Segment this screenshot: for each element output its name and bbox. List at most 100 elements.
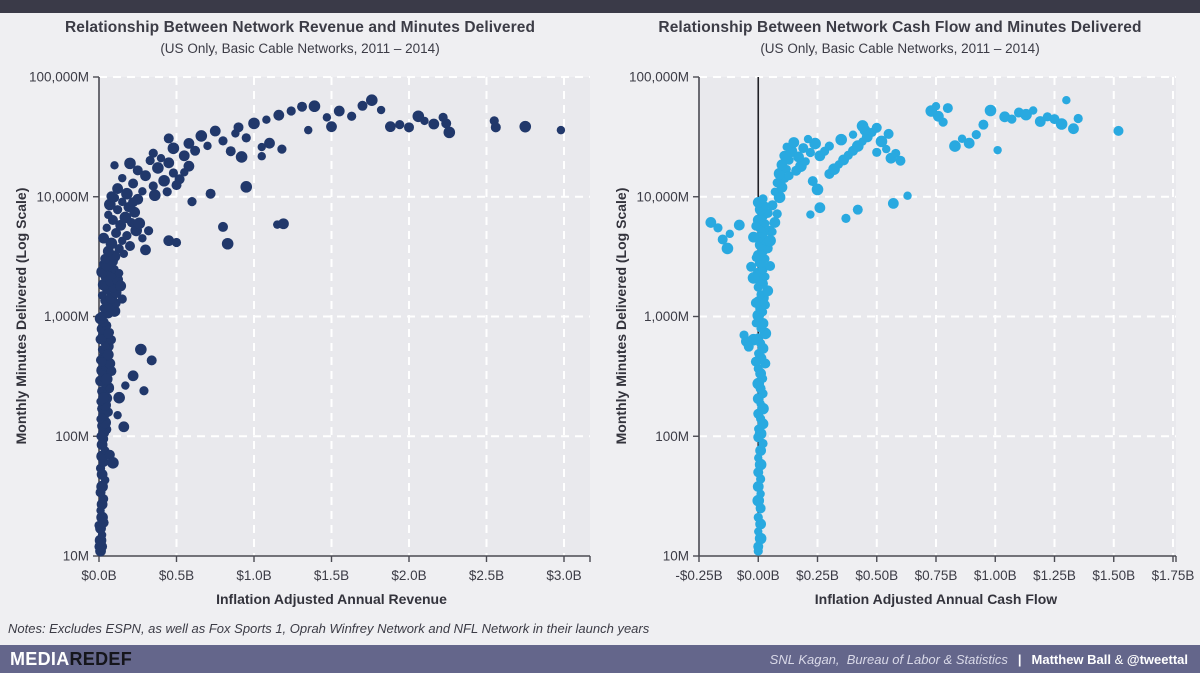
data-point	[168, 168, 178, 178]
data-point	[807, 176, 818, 187]
data-point	[225, 146, 236, 157]
data-point	[770, 187, 780, 196]
data-point	[103, 328, 114, 339]
data-point	[750, 297, 761, 308]
data-point	[158, 174, 170, 187]
data-point	[113, 391, 125, 404]
mediaredef-logo: MEDIAREDEF	[10, 650, 132, 668]
data-point	[333, 105, 345, 117]
scatter-plots-svg: 10M 100M 1,000M 10,000M 100,000M $0.0B $0.5B $1…	[29, 70, 1194, 584]
data-point	[768, 227, 777, 236]
data-point	[139, 386, 149, 396]
data-point	[772, 209, 782, 219]
data-point	[420, 116, 429, 126]
data-point	[758, 194, 768, 204]
data-point	[891, 148, 901, 159]
data-point	[798, 143, 809, 154]
data-point	[848, 130, 858, 139]
logo-media: MEDIA	[10, 649, 70, 669]
data-point	[119, 211, 132, 224]
data-point	[809, 137, 821, 150]
data-point	[122, 230, 132, 241]
data-point	[931, 102, 941, 111]
data-point	[148, 181, 158, 191]
data-point	[121, 187, 133, 200]
data-point	[105, 384, 115, 393]
data-point	[747, 272, 760, 284]
data-point	[240, 181, 253, 193]
data-point	[949, 140, 961, 152]
data-point	[971, 130, 981, 140]
data-point	[297, 101, 308, 112]
data-point	[978, 119, 989, 130]
y-tick-label: 1,000M	[644, 309, 689, 324]
y-tick-label: 10M	[663, 549, 689, 564]
attribution-handle: @tweettal	[1126, 651, 1188, 667]
data-point	[121, 381, 130, 390]
data-point	[104, 358, 116, 369]
y-tick-label: 10,000M	[636, 189, 689, 204]
data-point	[117, 294, 127, 304]
data-point	[221, 237, 234, 250]
data-point	[519, 120, 532, 133]
data-point	[357, 100, 368, 111]
data-point	[106, 366, 117, 377]
data-point	[1073, 113, 1083, 124]
data-point	[101, 342, 110, 351]
data-point	[767, 200, 778, 211]
data-point	[385, 121, 396, 133]
y-tick-label: 10,000M	[36, 189, 89, 204]
y-tick-label: 100M	[655, 429, 689, 444]
data-point	[111, 228, 122, 239]
data-point	[856, 120, 869, 132]
data-point	[163, 157, 175, 169]
x-tick-label: $0.0B	[81, 568, 116, 583]
data-point	[135, 343, 147, 356]
data-point	[490, 122, 501, 133]
data-point	[140, 170, 151, 182]
data-point	[705, 217, 717, 228]
data-point	[1020, 108, 1032, 121]
data-point	[376, 105, 386, 115]
data-point	[753, 512, 763, 523]
data-point	[100, 373, 113, 385]
data-point	[895, 155, 906, 166]
data-point	[764, 234, 776, 247]
data-point	[882, 144, 891, 154]
data-point	[104, 210, 113, 220]
data-point	[751, 253, 761, 262]
data-point	[814, 202, 826, 214]
data-point	[883, 128, 894, 139]
data-point	[152, 162, 164, 174]
x-tick-label: $1.00B	[974, 568, 1017, 583]
credits-separator: |	[1017, 651, 1022, 667]
data-point	[203, 141, 212, 151]
data-point	[118, 421, 130, 433]
data-point	[127, 370, 139, 382]
data-point	[118, 173, 127, 183]
data-point	[1068, 123, 1079, 135]
data-point	[875, 135, 888, 148]
data-point	[772, 178, 782, 188]
right-x-axis-title: Inflation Adjusted Annual Cash Flow	[814, 591, 1058, 607]
attribution-name: Matthew Ball	[1031, 651, 1111, 667]
data-point	[725, 229, 735, 239]
data-point	[805, 147, 815, 158]
data-point	[102, 349, 114, 361]
data-point	[1055, 118, 1068, 130]
data-point	[113, 410, 122, 420]
data-point	[140, 244, 151, 256]
data-point	[114, 243, 124, 254]
data-point	[264, 137, 275, 149]
data-point	[98, 232, 110, 244]
data-point	[304, 125, 313, 135]
data-point	[190, 145, 201, 156]
data-point	[113, 205, 123, 215]
data-point	[887, 197, 899, 209]
data-point	[903, 191, 912, 200]
data-point	[754, 527, 763, 536]
data-point	[938, 117, 948, 127]
logo-redef: REDEF	[69, 649, 133, 669]
top-accent-bar	[0, 0, 1200, 13]
